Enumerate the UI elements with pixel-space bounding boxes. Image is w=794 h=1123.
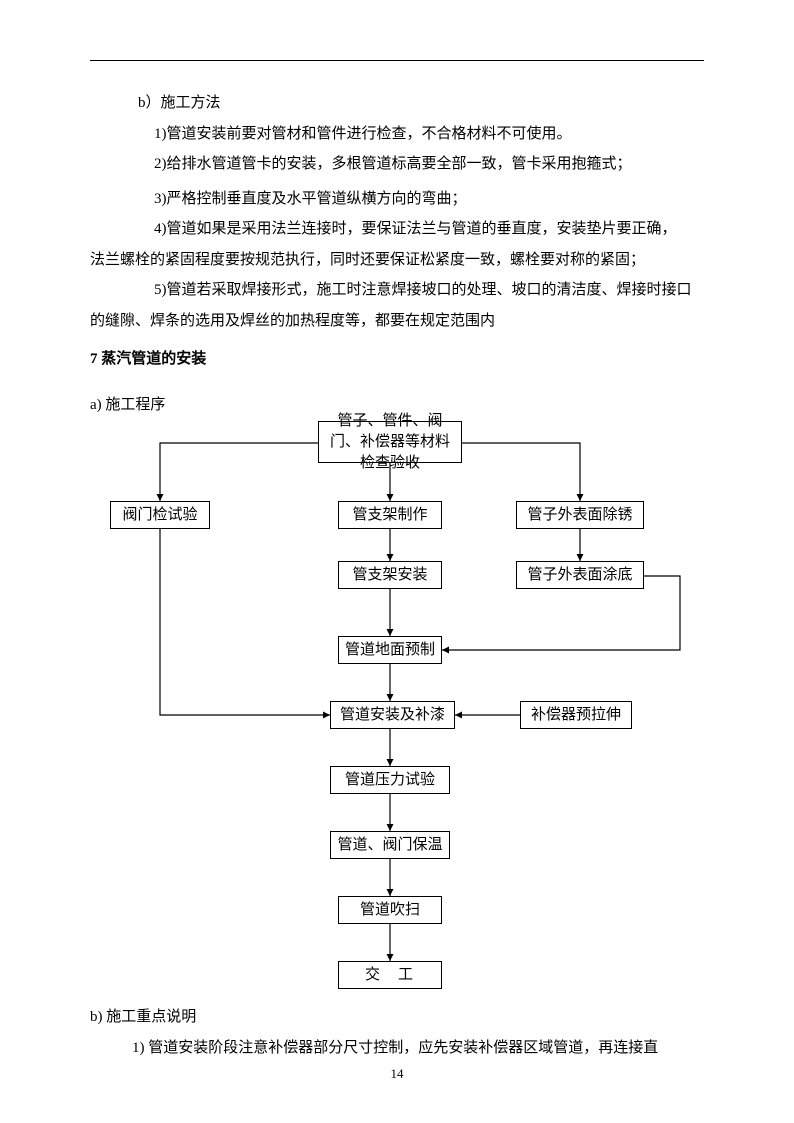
item-5-line2: 的缝隙、焊条的选用及焊丝的加热程度等，都要在规定范围内 (90, 307, 704, 336)
item-3: 3)严格控制垂直度及水平管道纵横方向的弯曲； (90, 185, 704, 214)
node-purge: 管道吹扫 (338, 896, 442, 924)
subheading-a: a) 施工程序 (90, 391, 165, 420)
item-1: 1)管道安装前要对管材和管件进行检查，不合格材料不可使用。 (90, 120, 704, 149)
node-support-install: 管支架安装 (338, 561, 442, 589)
node-pressure-test: 管道压力试验 (330, 766, 450, 794)
page-number: 14 (0, 1062, 794, 1087)
item-4-line2: 法兰螺栓的紧固程度要按规范执行，同时还要保证松紧度一致，螺栓要对称的紧固； (90, 246, 704, 275)
flowchart: 管子、管件、阀门、补偿器等材料检查验收 阀门检试验 管支架制作 管子外表面除锈 … (90, 421, 704, 1001)
node-completion: 交工 (338, 961, 442, 989)
node-valve-test: 阀门检试验 (110, 501, 210, 529)
item-5-line1: 5)管道若采取焊接形式，施工时注意焊接坡口的处理、坡口的清洁度、焊接时接口 (90, 276, 704, 305)
subheading-b: b）施工方法 (90, 89, 704, 118)
node-rust-removal: 管子外表面除锈 (516, 501, 644, 529)
item-2: 2)给排水管道管卡的安装，多根管道标高要全部一致，管卡采用抱箍式； (90, 150, 704, 179)
subheading-b2: b) 施工重点说明 (90, 1003, 704, 1032)
section-7-title: 7 蒸汽管道的安装 (90, 345, 704, 374)
b2-item-1: 1) 管道安装阶段注意补偿器部分尺寸控制，应先安装补偿器区域管道，再连接直 (90, 1034, 704, 1063)
item-4-line1: 4)管道如果是采用法兰连接时，要保证法兰与管道的垂直度，安装垫片要正确， (90, 215, 704, 244)
node-ground-prefab: 管道地面预制 (338, 636, 442, 664)
node-support-make: 管支架制作 (338, 501, 442, 529)
node-install-paint: 管道安装及补漆 (330, 701, 455, 729)
top-divider (90, 60, 704, 61)
node-compensator-pretension: 补偿器预拉伸 (520, 701, 632, 729)
node-insulation: 管道、阀门保温 (330, 831, 450, 859)
node-material-check: 管子、管件、阀门、补偿器等材料检查验收 (318, 421, 462, 463)
node-primer: 管子外表面涂底 (516, 561, 644, 589)
